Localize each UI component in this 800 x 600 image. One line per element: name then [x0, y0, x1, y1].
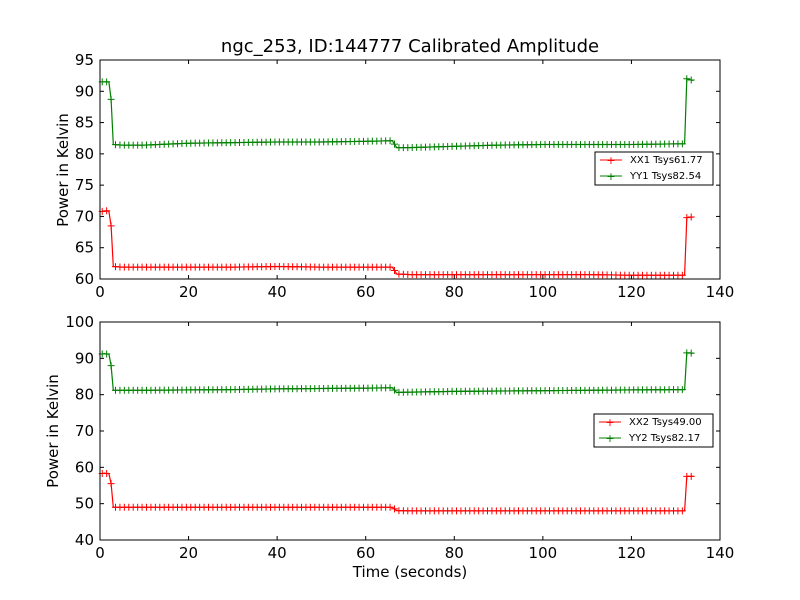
legend-box [593, 413, 714, 448]
data-point-marker [678, 140, 686, 148]
panel-top-frame [99, 59, 721, 280]
data-point-marker [683, 75, 691, 83]
panel-bottom-series [98, 349, 695, 515]
data-point-marker [107, 95, 115, 103]
data-point-marker [391, 140, 398, 148]
data-point-marker [386, 384, 394, 392]
data-point-marker [687, 349, 695, 357]
panel-bottom-legend: + XX2 Tsys49.00 + YY2 Tsys82.17 [593, 413, 714, 448]
data-point-marker [386, 503, 394, 511]
x-tick-label: 60 [356, 283, 375, 301]
panel-top-series [98, 75, 695, 279]
data-point-marker [678, 271, 686, 279]
y-tick-label: 75 [75, 176, 94, 194]
y-tick-label: 95 [75, 51, 94, 69]
x-tick-label: 100 [529, 283, 558, 301]
y-tick-label: 40 [75, 531, 94, 549]
data-point-marker [107, 222, 115, 230]
data-point-marker [678, 507, 686, 515]
x-tick-label: 140 [706, 544, 735, 562]
panel-top-ylabel: Power in Kelvin [54, 113, 72, 227]
x-tick-label: 40 [268, 544, 287, 562]
data-point-marker [103, 78, 111, 86]
data-point-marker [107, 480, 115, 488]
y-tick-label: 60 [75, 270, 94, 288]
data-point-marker [391, 386, 398, 394]
legend-box [594, 151, 714, 186]
data-point-marker [391, 505, 398, 513]
y-tick-label: 70 [75, 422, 94, 440]
data-point-marker [687, 472, 695, 480]
data-point-marker [103, 470, 111, 478]
x-tick-label: 80 [445, 544, 464, 562]
x-tick-label: 100 [529, 544, 558, 562]
y-tick-label: 70 [75, 207, 94, 225]
panel-bottom: 0 20 40 60 80 100 120 140 40 50 60 70 80 90 100 Power … [44, 313, 734, 581]
x-tick-label: 0 [95, 544, 105, 562]
x-tick-label: 120 [617, 283, 646, 301]
panel-bottom-ylabel: Power in Kelvin [44, 374, 62, 488]
data-point-marker [103, 350, 111, 358]
data-point-marker [103, 207, 111, 215]
x-tick-label: 120 [617, 544, 646, 562]
y-tick-label: 60 [75, 458, 94, 476]
panel-top-ticks: 0 20 40 60 80 100 120 140 60 65 70 75 80 85 90 95 [75, 51, 734, 301]
legend-label-xx1: XX1 Tsys61.77 [630, 155, 703, 166]
x-tick-label: 80 [445, 283, 464, 301]
y-tick-label: 50 [75, 495, 94, 513]
data-point-marker [687, 213, 695, 221]
x-axis-label: Time (seconds) [352, 563, 468, 581]
data-point-marker [687, 76, 695, 84]
y-tick-label: 80 [75, 386, 94, 404]
panel-top: 0 20 40 60 80 100 120 140 60 65 70 75 80 85 90 95 Power… [54, 51, 734, 301]
data-point-marker [107, 362, 115, 370]
y-tick-label: 100 [65, 313, 94, 331]
legend-label-xx2: XX2 Tsys49.00 [629, 417, 702, 428]
legend-label-yy2: YY2 Tsys82.17 [628, 433, 700, 444]
legend-marker-yy1: + [606, 170, 615, 183]
legend-marker-xx2: + [605, 416, 614, 429]
y-tick-label: 65 [75, 239, 94, 257]
x-tick-label: 20 [179, 544, 198, 562]
x-tick-label: 140 [706, 283, 735, 301]
x-tick-label: 0 [95, 283, 105, 301]
chart-title: ngc_253, ID:144777 Calibrated Amplitude [221, 36, 599, 57]
data-point-marker [391, 267, 398, 275]
y-tick-label: 85 [75, 114, 94, 132]
legend-marker-xx1: + [606, 154, 615, 167]
data-point-marker [386, 263, 394, 271]
x-tick-label: 60 [356, 544, 375, 562]
y-tick-label: 80 [75, 145, 94, 163]
y-tick-label: 90 [75, 82, 94, 100]
x-tick-label: 40 [268, 283, 287, 301]
legend-label-yy1: YY1 Tsys82.54 [629, 171, 701, 182]
panel-bottom-ticks: 0 20 40 60 80 100 120 140 40 50 60 70 80 90 100 [65, 313, 734, 562]
x-tick-label: 20 [179, 283, 198, 301]
data-point-marker [386, 137, 394, 145]
panel-top-legend: + XX1 Tsys61.77 + YY1 Tsys82.54 [594, 151, 714, 186]
y-tick-label: 90 [75, 349, 94, 367]
legend-marker-yy2: + [605, 432, 614, 445]
data-point-marker [678, 386, 686, 394]
data-point-marker [683, 214, 691, 222]
